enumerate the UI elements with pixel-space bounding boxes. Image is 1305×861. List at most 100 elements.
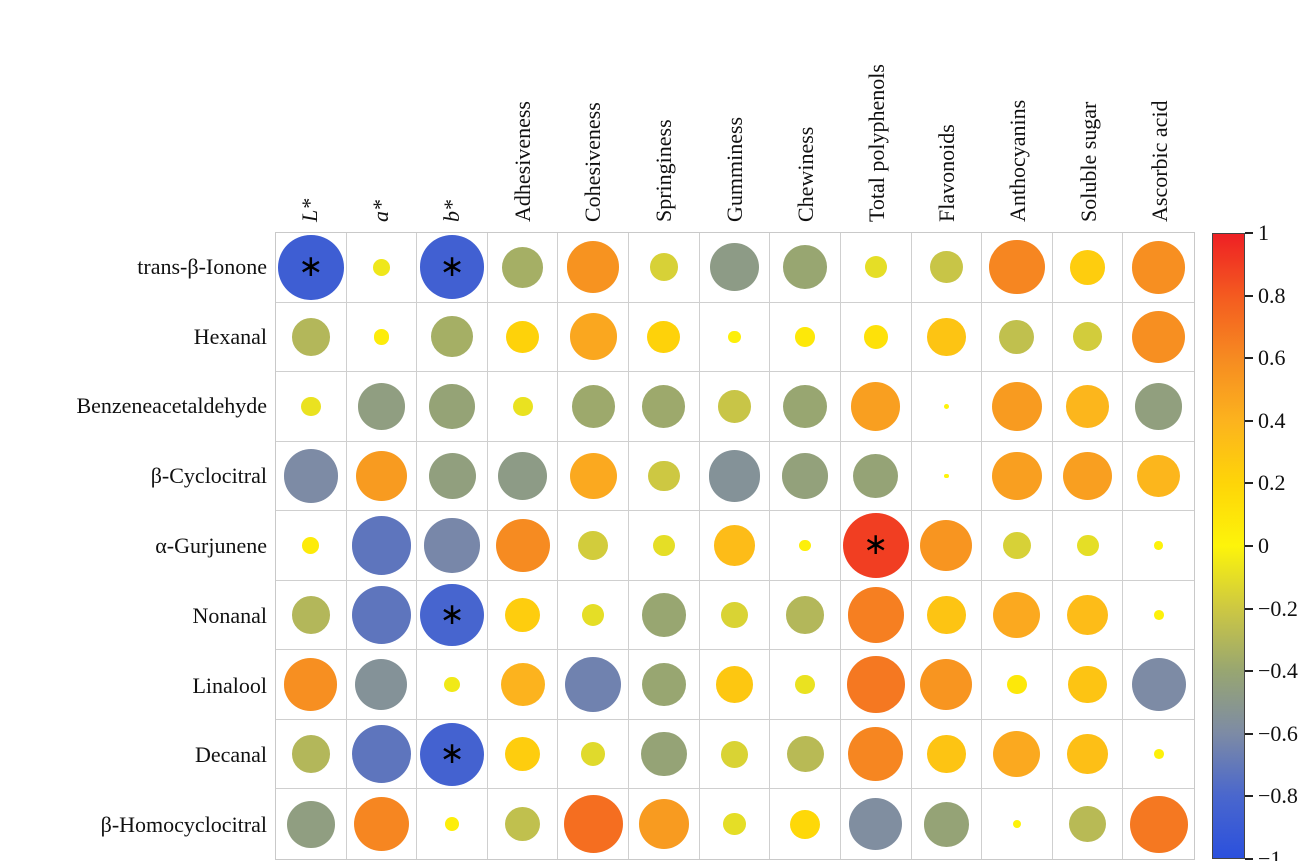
- correlation-bubble: [351, 724, 412, 784]
- correlation-bubble: [1076, 534, 1099, 557]
- correlation-bubble: [1002, 531, 1031, 560]
- colorbar: [1212, 233, 1245, 859]
- column-header: Flavonoids: [934, 124, 960, 222]
- colorbar-tick: [1245, 670, 1253, 673]
- matrix-cell: [558, 302, 630, 373]
- matrix-cell: [911, 650, 983, 720]
- correlation-bubble: [356, 451, 407, 501]
- matrix-cell: [982, 580, 1053, 651]
- colorbar-tick-label: 0.2: [1258, 470, 1286, 496]
- correlation-bubble: [641, 662, 686, 707]
- matrix-cell: ∗: [417, 233, 488, 303]
- correlation-bubble: [419, 235, 485, 300]
- correlation-bubble: [1129, 795, 1188, 853]
- matrix-cell: [1052, 580, 1124, 651]
- correlation-bubble: [842, 512, 909, 579]
- row-label: Linalool: [192, 672, 267, 698]
- matrix-cell: [1052, 511, 1124, 581]
- column-header: Soluble sugar: [1075, 101, 1101, 222]
- matrix-cell: [699, 580, 771, 651]
- matrix-cell: [487, 441, 559, 512]
- correlation-bubble: [498, 452, 547, 500]
- correlation-bubble: [943, 473, 949, 479]
- matrix-cell: [700, 789, 771, 859]
- correlation-bubble: [567, 241, 620, 294]
- matrix-cell: [770, 233, 841, 303]
- correlation-bubble: [1068, 665, 1107, 704]
- correlation-bubble: [728, 330, 741, 343]
- correlation-bubble: [1153, 610, 1164, 620]
- matrix-cell: [629, 372, 700, 442]
- correlation-bubble: [649, 253, 678, 282]
- correlation-bubble: [1131, 657, 1186, 712]
- matrix-cell: [1123, 581, 1194, 651]
- colorbar-tick-label: 0.6: [1258, 345, 1286, 371]
- matrix-cell: [629, 441, 700, 512]
- correlation-bubble: [652, 534, 675, 557]
- matrix-cell: [770, 302, 841, 373]
- matrix-cell: [1123, 233, 1194, 303]
- matrix-cell: [699, 302, 771, 373]
- matrix-cell: [558, 441, 630, 512]
- matrix-cell: [417, 302, 488, 373]
- colorbar-tick-label: 0: [1258, 533, 1269, 558]
- matrix-cell: [770, 441, 841, 512]
- matrix-cell: [276, 650, 347, 720]
- matrix-cell: [1123, 650, 1194, 720]
- correlation-bubble: [920, 659, 973, 711]
- correlation-bubble: [795, 674, 815, 695]
- matrix-cell: [417, 372, 488, 442]
- matrix-cell: [276, 789, 347, 859]
- matrix-cell: [840, 441, 912, 512]
- matrix-cell: [1053, 789, 1124, 859]
- correlation-bubble: [501, 246, 544, 288]
- matrix-cell: [1052, 719, 1124, 790]
- column-header: Gumminess: [722, 116, 747, 222]
- matrix-cell: [911, 580, 983, 651]
- correlation-bubble: [563, 794, 623, 854]
- correlation-bubble: [782, 245, 828, 290]
- correlation-bubble: [1154, 541, 1163, 550]
- matrix-cell: [982, 789, 1053, 859]
- row-label: β-Cyclocitral: [150, 463, 267, 489]
- correlation-bubble: [1062, 451, 1113, 501]
- matrix-cell: [346, 511, 418, 581]
- matrix-cell: [911, 233, 983, 303]
- matrix-cell: [346, 302, 418, 373]
- column-header: L*: [297, 198, 323, 222]
- correlation-bubble: [506, 320, 540, 353]
- matrix-cell: [346, 650, 418, 720]
- correlation-bubble: [429, 384, 475, 429]
- column-header: Springiness: [651, 119, 677, 222]
- correlation-bubble: [1132, 310, 1186, 364]
- matrix-cell: [487, 580, 559, 651]
- colorbar-tick: [1245, 294, 1253, 297]
- correlation-bubble: [291, 596, 330, 634]
- correlation-bubble: [505, 806, 541, 842]
- correlation-bubble: [419, 722, 485, 786]
- correlation-bubble: [291, 317, 330, 356]
- matrix-cell: [629, 580, 700, 651]
- correlation-bubble: [505, 597, 541, 633]
- matrix-cell: [629, 789, 700, 859]
- colorbar-tick: [1245, 545, 1253, 547]
- matrix-cell: [346, 719, 418, 790]
- matrix-cell: [1123, 372, 1194, 442]
- correlation-bubble: [1069, 805, 1107, 843]
- correlation-bubble: [351, 585, 412, 645]
- matrix-cell: [699, 372, 771, 442]
- matrix-cell: [346, 580, 418, 651]
- matrix-cell: [770, 372, 841, 442]
- matrix-cell: [912, 789, 983, 859]
- correlation-bubble: [708, 450, 761, 502]
- colorbar-tick-label: 0.4: [1258, 407, 1286, 433]
- correlation-bubble: [357, 383, 406, 430]
- matrix-cell: [629, 719, 700, 790]
- correlation-bubble: [353, 797, 409, 852]
- correlation-bubble: [999, 319, 1035, 355]
- correlation-bubble: [500, 662, 545, 707]
- matrix-cell: [770, 789, 841, 859]
- correlation-bubble: [991, 381, 1043, 432]
- correlation-bubble: [720, 601, 749, 629]
- row-label: Hexanal: [193, 323, 267, 349]
